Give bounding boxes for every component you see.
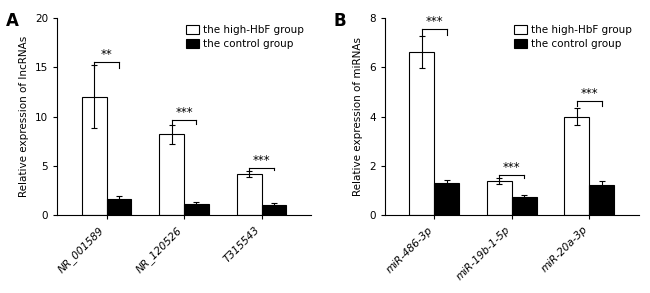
Bar [487,181,512,215]
Bar [159,134,184,215]
Legend: the high-HbF group, the control group: the high-HbF group, the control group [184,23,306,51]
Bar [261,205,286,215]
Text: ***: *** [426,15,443,28]
Bar [590,185,614,215]
Bar [410,52,434,215]
Text: ***: *** [176,105,193,119]
Text: ***: *** [253,154,270,167]
Text: B: B [334,12,346,30]
Bar [184,204,209,215]
Bar [107,199,131,215]
Text: ***: *** [503,161,521,174]
Bar [564,117,590,215]
Y-axis label: Relative expression of miRNAs: Relative expression of miRNAs [354,37,363,196]
Text: **: ** [101,48,112,61]
Y-axis label: Relative expression of lncRNAs: Relative expression of lncRNAs [19,36,29,197]
Legend: the high-HbF group, the control group: the high-HbF group, the control group [512,23,634,51]
Bar [434,183,459,215]
Bar [237,174,261,215]
Bar [82,97,107,215]
Text: ***: *** [580,87,598,100]
Text: A: A [6,12,19,30]
Bar [512,197,537,215]
